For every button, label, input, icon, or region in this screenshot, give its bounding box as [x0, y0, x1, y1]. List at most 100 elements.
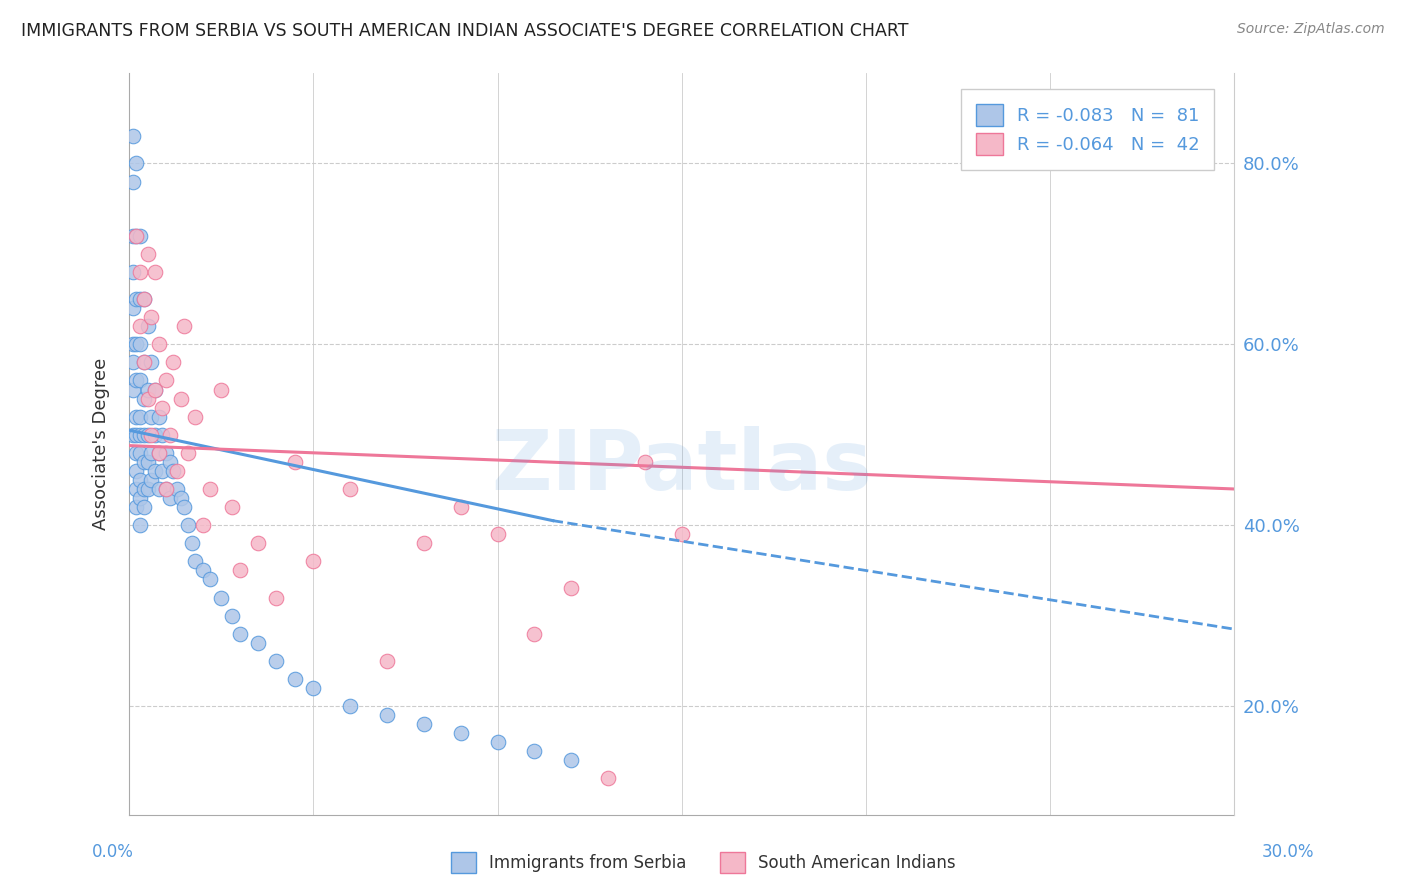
Point: [184, 409, 207, 424]
Point: [132, 455, 155, 469]
Point: [177, 518, 200, 533]
Point: [148, 409, 170, 424]
Point: [209, 383, 232, 397]
Point: [141, 310, 163, 325]
Point: [150, 401, 173, 415]
Point: [129, 228, 152, 243]
Point: [634, 455, 657, 469]
Point: [125, 292, 148, 306]
Point: [129, 473, 152, 487]
Point: [375, 708, 398, 723]
Point: [162, 464, 184, 478]
Legend: Immigrants from Serbia, South American Indians: Immigrants from Serbia, South American I…: [444, 846, 962, 880]
Point: [132, 482, 155, 496]
Point: [339, 699, 361, 714]
Point: [143, 427, 166, 442]
Point: [155, 374, 177, 388]
Point: [148, 482, 170, 496]
Point: [125, 228, 148, 243]
Point: [159, 455, 181, 469]
Point: [143, 383, 166, 397]
Point: [129, 446, 152, 460]
Text: 30.0%: 30.0%: [1263, 843, 1315, 861]
Point: [129, 427, 152, 442]
Point: [141, 355, 163, 369]
Point: [247, 536, 270, 550]
Point: [121, 301, 143, 315]
Point: [375, 654, 398, 668]
Point: [125, 337, 148, 351]
Point: [486, 735, 509, 749]
Point: [125, 156, 148, 170]
Point: [148, 337, 170, 351]
Text: 0.0%: 0.0%: [91, 843, 134, 861]
Point: [169, 392, 191, 406]
Point: [155, 482, 177, 496]
Point: [209, 591, 232, 605]
Point: [143, 464, 166, 478]
Point: [198, 482, 221, 496]
Point: [136, 455, 159, 469]
Point: [132, 392, 155, 406]
Point: [450, 500, 472, 514]
Point: [125, 446, 148, 460]
Point: [125, 464, 148, 478]
Point: [136, 247, 159, 261]
Point: [129, 319, 152, 334]
Point: [121, 337, 143, 351]
Point: [162, 355, 184, 369]
Point: [155, 446, 177, 460]
Point: [284, 455, 307, 469]
Point: [169, 491, 191, 505]
Point: [221, 608, 243, 623]
Point: [121, 174, 143, 188]
Point: [150, 427, 173, 442]
Point: [191, 518, 214, 533]
Point: [129, 491, 152, 505]
Point: [155, 482, 177, 496]
Point: [523, 744, 546, 758]
Point: [143, 383, 166, 397]
Point: [129, 337, 152, 351]
Point: [121, 228, 143, 243]
Point: [141, 446, 163, 460]
Point: [173, 500, 195, 514]
Point: [184, 554, 207, 568]
Point: [450, 726, 472, 740]
Point: [148, 446, 170, 460]
Point: [173, 319, 195, 334]
Point: [129, 292, 152, 306]
Point: [129, 265, 152, 279]
Point: [121, 383, 143, 397]
Point: [125, 409, 148, 424]
Point: [129, 409, 152, 424]
Point: [121, 427, 143, 442]
Point: [221, 500, 243, 514]
Point: [125, 482, 148, 496]
Point: [412, 536, 434, 550]
Point: [486, 527, 509, 541]
Point: [141, 473, 163, 487]
Point: [136, 383, 159, 397]
Point: [136, 427, 159, 442]
Point: [159, 427, 181, 442]
Point: [596, 772, 619, 786]
Point: [121, 265, 143, 279]
Point: [121, 355, 143, 369]
Point: [166, 482, 188, 496]
Point: [132, 292, 155, 306]
Point: [339, 482, 361, 496]
Point: [198, 573, 221, 587]
Point: [523, 626, 546, 640]
Legend: R = -0.083   N =  81, R = -0.064   N =  42: R = -0.083 N = 81, R = -0.064 N = 42: [962, 89, 1215, 169]
Point: [191, 563, 214, 577]
Point: [143, 265, 166, 279]
Point: [560, 582, 582, 596]
Point: [125, 500, 148, 514]
Point: [302, 681, 325, 695]
Text: IMMIGRANTS FROM SERBIA VS SOUTH AMERICAN INDIAN ASSOCIATE'S DEGREE CORRELATION C: IMMIGRANTS FROM SERBIA VS SOUTH AMERICAN…: [21, 22, 908, 40]
Point: [136, 392, 159, 406]
Point: [159, 491, 181, 505]
Point: [180, 536, 202, 550]
Point: [125, 427, 148, 442]
